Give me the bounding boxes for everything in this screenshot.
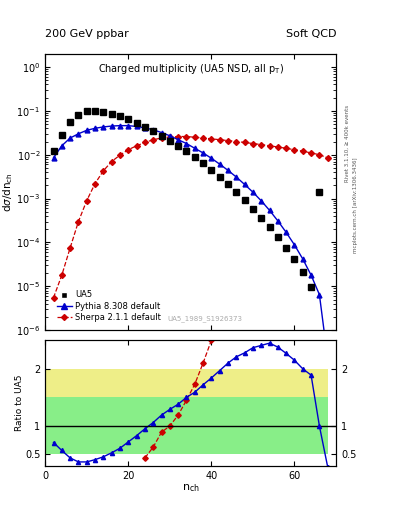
Y-axis label: Ratio to UA5: Ratio to UA5: [15, 375, 24, 431]
Text: Charged multiplicity (UA5 NSD, all p$_{\mathsf{T}}$): Charged multiplicity (UA5 NSD, all p$_{\…: [97, 62, 284, 76]
Y-axis label: d$\sigma$/dn$_{\mathsf{ch}}$: d$\sigma$/dn$_{\mathsf{ch}}$: [1, 172, 15, 212]
Legend: UA5, Pythia 8.308 default, Sherpa 2.1.1 default: UA5, Pythia 8.308 default, Sherpa 2.1.1 …: [55, 289, 163, 323]
Text: Soft QCD: Soft QCD: [286, 29, 336, 38]
Text: Rivet 3.1.10, ≥ 400k events: Rivet 3.1.10, ≥ 400k events: [345, 105, 350, 182]
Text: UA5_1989_S1926373: UA5_1989_S1926373: [168, 315, 242, 322]
Text: 200 GeV ppbar: 200 GeV ppbar: [45, 29, 129, 38]
X-axis label: n$_{\mathsf{ch}}$: n$_{\mathsf{ch}}$: [182, 482, 200, 494]
Text: mcplots.cern.ch [arXiv:1306.3436]: mcplots.cern.ch [arXiv:1306.3436]: [353, 157, 358, 252]
